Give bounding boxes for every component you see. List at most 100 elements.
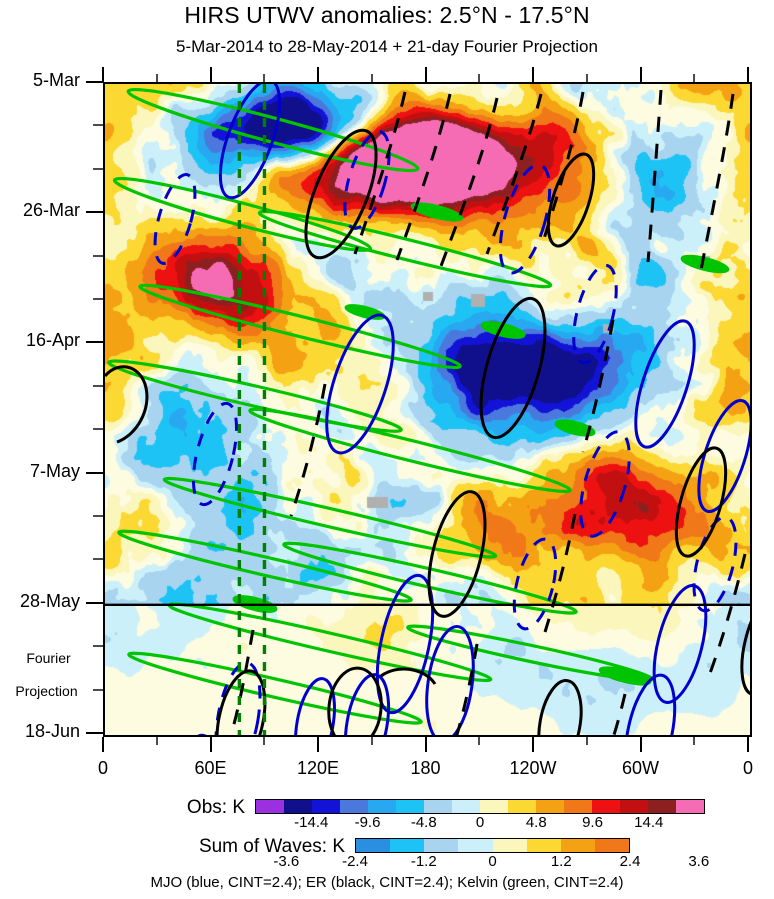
x-tick-minor-top bbox=[263, 74, 266, 82]
colorbar-swatch bbox=[648, 800, 676, 813]
x-axis-label: 180 bbox=[410, 758, 441, 778]
y-axis-label: 26-Mar bbox=[22, 200, 80, 221]
colorbar-tick-label: 0 bbox=[488, 853, 497, 870]
colorbar-swatch bbox=[492, 839, 527, 852]
x-axis-label: 0 bbox=[742, 758, 753, 778]
colorbar-obs-title: Obs: K bbox=[186, 797, 245, 818]
colorbar-tick-label: -4.8 bbox=[410, 814, 437, 831]
colorbar-tick-label: -3.6 bbox=[273, 853, 300, 870]
y-tick-minor bbox=[93, 688, 103, 691]
y-tick-major bbox=[86, 732, 103, 734]
x-tick-major bbox=[317, 737, 319, 752]
x-tick-major-top bbox=[639, 67, 642, 82]
colorbar-swatch bbox=[312, 800, 340, 813]
colorbar-swatch bbox=[340, 800, 368, 813]
x-tick-minor bbox=[585, 737, 588, 745]
colorbar-swatch bbox=[256, 800, 284, 813]
colorbar-sum-of-waves-title: Sum of Waves: K bbox=[198, 836, 345, 857]
x-axis-label: 60E bbox=[194, 758, 227, 778]
fourier-projection-annotation-line1: Fourier bbox=[26, 649, 71, 666]
colorbar-tick-label: 3.6 bbox=[688, 853, 710, 870]
y-tick-minor bbox=[93, 558, 103, 561]
x-tick-minor bbox=[478, 737, 481, 745]
x-tick-minor bbox=[693, 737, 696, 745]
x-tick-minor-top bbox=[585, 74, 588, 82]
colorbar-swatch bbox=[480, 800, 508, 813]
y-axis-label: 16-Apr bbox=[25, 330, 80, 351]
colorbar-obs[interactable]: -14.4 -9.6 -4.8 0 4.8 9.6 14.4 bbox=[255, 799, 705, 832]
x-tick-minor-top bbox=[478, 74, 481, 82]
colorbar-swatch bbox=[424, 839, 459, 852]
colorbar-swatch bbox=[560, 839, 595, 852]
colorbar-swatch bbox=[592, 800, 620, 813]
y-tick-major bbox=[86, 601, 103, 604]
colorbar-tick-label: -1.2 bbox=[410, 853, 437, 870]
x-tick-major-top bbox=[102, 67, 104, 82]
overlay-legend-caption: MJO (blue, CINT=2.4); ER (black, CINT=2.… bbox=[150, 874, 624, 891]
y-axis-label: 28-May bbox=[19, 590, 80, 611]
colorbar-sum-of-waves[interactable]: -3.6 -2.4 -1.2 0 1.2 2.4 3.6 bbox=[273, 838, 709, 871]
hovmoller-plot[interactable] bbox=[103, 82, 752, 737]
colorbar-swatch bbox=[356, 839, 391, 852]
y-axis-label: 18-Jun bbox=[24, 721, 80, 741]
colorbar-swatch bbox=[676, 800, 704, 813]
y-axis-label: 5-Mar bbox=[32, 70, 80, 90]
x-tick-major-top bbox=[209, 67, 212, 82]
x-tick-minor bbox=[155, 737, 158, 745]
x-tick-minor bbox=[263, 737, 266, 745]
colorbar-tick-label: 2.4 bbox=[619, 853, 641, 870]
fourier-projection-annotation-line2: Projection bbox=[15, 682, 78, 699]
y-tick-major bbox=[86, 211, 103, 214]
y-tick-minor bbox=[93, 645, 103, 648]
colorbar-swatch bbox=[594, 839, 629, 852]
colorbar-tick-label: -9.6 bbox=[354, 814, 381, 831]
x-tick-major-top bbox=[747, 67, 749, 82]
y-tick-minor bbox=[93, 428, 103, 431]
colorbar-tick-label: 9.6 bbox=[582, 814, 603, 831]
x-tick-major-top bbox=[424, 67, 427, 82]
y-tick-minor bbox=[93, 167, 103, 170]
colorbar-swatch bbox=[396, 800, 424, 813]
x-tick-major-top bbox=[532, 67, 534, 82]
page-title: HIRS UTWV anomalies: 2.5°N - 17.5°N bbox=[184, 2, 590, 28]
colorbar-swatch bbox=[452, 800, 480, 813]
y-tick-major bbox=[86, 471, 103, 474]
x-axis-label: 120E bbox=[296, 758, 340, 778]
colorbar-tick-label: -14.4 bbox=[294, 814, 329, 831]
y-tick-minor bbox=[93, 298, 103, 300]
x-axis-label: 120W bbox=[509, 758, 557, 778]
x-tick-major bbox=[102, 737, 104, 752]
x-tick-minor-top bbox=[370, 74, 373, 82]
y-tick-major bbox=[86, 341, 103, 344]
x-tick-minor-top bbox=[693, 74, 696, 82]
y-tick-minor bbox=[93, 254, 103, 257]
colorbar-swatch bbox=[620, 800, 648, 813]
colorbar-tick-label: 0 bbox=[475, 814, 485, 831]
colorbar-tick-label: 1.2 bbox=[550, 853, 572, 870]
y-tick-minor bbox=[93, 515, 103, 517]
page-subtitle: 5-Mar-2014 to 28-May-2014 + 21-day Fouri… bbox=[176, 37, 598, 56]
colorbar-swatch bbox=[526, 839, 561, 852]
colorbar-swatch bbox=[424, 800, 452, 813]
colorbar-swatch bbox=[368, 800, 396, 813]
y-axis-label: 7-May bbox=[29, 460, 80, 481]
x-tick-major-top bbox=[317, 67, 319, 82]
colorbar-tick-label: 4.8 bbox=[525, 814, 547, 831]
colorbar-swatch bbox=[536, 800, 564, 813]
y-tick-minor bbox=[93, 384, 103, 387]
wave-contour-overlay bbox=[105, 84, 750, 735]
colorbar-swatch bbox=[390, 839, 425, 852]
x-tick-major bbox=[424, 737, 427, 752]
colorbar-swatch bbox=[564, 800, 592, 813]
colorbar-tick-label: -2.4 bbox=[342, 853, 368, 870]
colorbar-swatch bbox=[284, 800, 312, 813]
colorbar-swatch bbox=[458, 839, 493, 852]
y-tick-major bbox=[86, 81, 103, 83]
x-tick-major bbox=[639, 737, 642, 752]
y-tick-minor bbox=[93, 124, 103, 127]
x-tick-minor-top bbox=[155, 74, 158, 82]
colorbar-tick-label: 14.4 bbox=[634, 814, 664, 831]
x-axis-label: 0 bbox=[97, 758, 108, 778]
x-axis-label: 60W bbox=[621, 758, 659, 778]
x-tick-major bbox=[532, 737, 534, 752]
